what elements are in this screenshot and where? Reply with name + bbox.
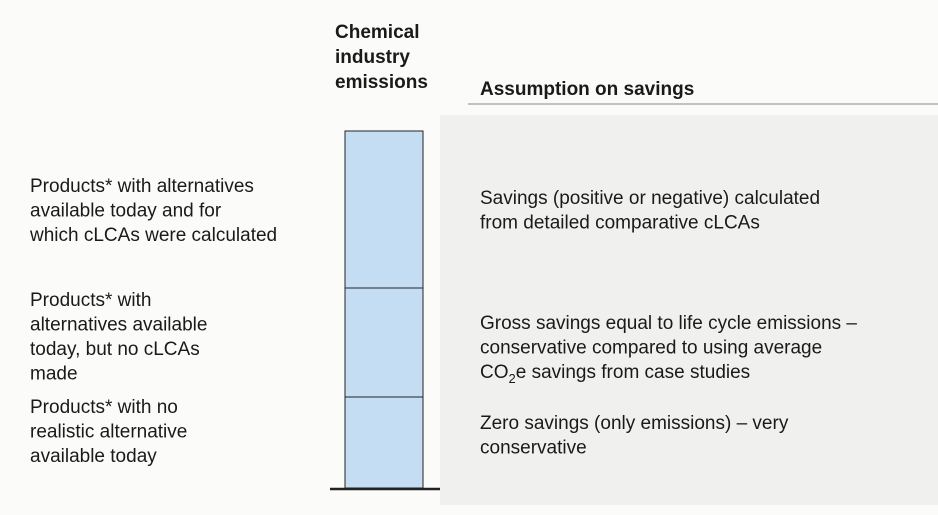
assumption-panel bbox=[440, 115, 938, 505]
assumption-line: from detailed comparative cLCAs bbox=[480, 213, 760, 234]
assumption-line: Gross savings equal to life cycle emissi… bbox=[480, 313, 857, 334]
header: Chemical industry emissions Assumption o… bbox=[335, 22, 694, 100]
bar-segment bbox=[344, 396, 424, 489]
product-line: available today bbox=[30, 446, 157, 467]
assumption-line: Zero savings (only emissions) – very bbox=[480, 413, 789, 434]
product-line: Products* with no bbox=[30, 397, 178, 418]
assumption-title: Assumption on savings bbox=[480, 79, 694, 100]
product-line: alternatives available bbox=[30, 315, 207, 336]
rows: Products* with alternatives available tod… bbox=[29, 176, 857, 467]
column-title: emissions bbox=[335, 72, 428, 93]
product-line: which cLCAs were calculated bbox=[29, 225, 277, 246]
bar-segment bbox=[344, 287, 424, 398]
product-line: today, but no cLCAs bbox=[30, 339, 200, 360]
column-title: industry bbox=[335, 47, 410, 68]
subscript: 2 bbox=[509, 371, 516, 386]
product-line: available today and for bbox=[30, 201, 222, 222]
assumption-line: CO2e savings from case studies bbox=[480, 362, 750, 386]
assumption-line: conservative bbox=[480, 438, 587, 459]
product-line: made bbox=[30, 364, 78, 385]
product-line: Products* with alternatives bbox=[30, 176, 254, 197]
product-line: Products* with bbox=[30, 290, 151, 311]
text: CO bbox=[480, 362, 509, 383]
product-line: realistic alternative bbox=[30, 422, 187, 443]
text: e savings from case studies bbox=[516, 362, 750, 383]
bar-segment bbox=[344, 130, 424, 289]
column-title: Chemical bbox=[335, 22, 419, 43]
assumption-line: conservative compared to using average bbox=[480, 338, 822, 359]
assumption-line: Savings (positive or negative) calculate… bbox=[480, 188, 820, 209]
